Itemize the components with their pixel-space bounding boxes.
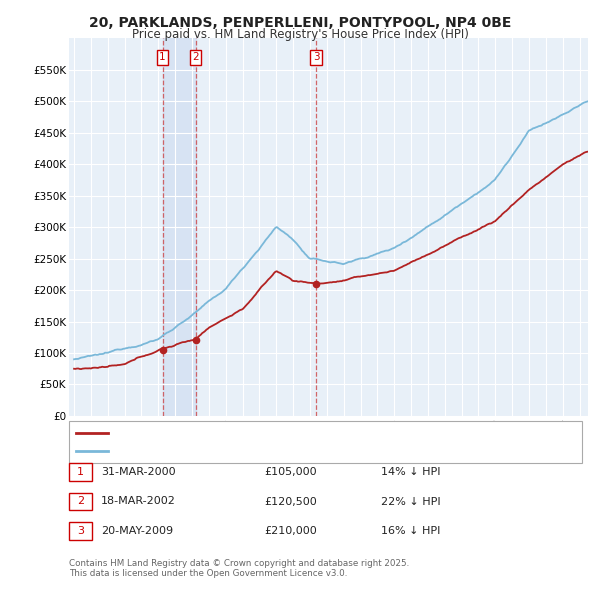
Text: Price paid vs. HM Land Registry's House Price Index (HPI): Price paid vs. HM Land Registry's House … [131, 28, 469, 41]
Text: £120,500: £120,500 [264, 497, 317, 506]
Text: This data is licensed under the Open Government Licence v3.0.: This data is licensed under the Open Gov… [69, 569, 347, 578]
Text: 1: 1 [159, 53, 166, 62]
Bar [163, 38, 196, 416]
Text: 22% ↓ HPI: 22% ↓ HPI [381, 497, 440, 506]
Text: £105,000: £105,000 [264, 467, 317, 477]
Text: 1: 1 [77, 467, 84, 477]
Text: 3: 3 [313, 53, 320, 62]
Text: 20, PARKLANDS, PENPERLLENI, PONTYPOOL, NP4 0BE: 20, PARKLANDS, PENPERLLENI, PONTYPOOL, N… [89, 16, 511, 30]
Text: HPI: Average price, detached house, Monmouthshire: HPI: Average price, detached house, Monm… [114, 446, 376, 456]
Text: 3: 3 [77, 526, 84, 536]
Text: Contains HM Land Registry data © Crown copyright and database right 2025.: Contains HM Land Registry data © Crown c… [69, 559, 409, 568]
Text: 14% ↓ HPI: 14% ↓ HPI [381, 467, 440, 477]
Text: 2: 2 [77, 497, 84, 506]
Text: 16% ↓ HPI: 16% ↓ HPI [381, 526, 440, 536]
Text: 31-MAR-2000: 31-MAR-2000 [101, 467, 175, 477]
Text: £210,000: £210,000 [264, 526, 317, 536]
Text: 2: 2 [192, 53, 199, 62]
Text: 20, PARKLANDS, PENPERLLENI, PONTYPOOL, NP4 0BE (detached house): 20, PARKLANDS, PENPERLLENI, PONTYPOOL, N… [114, 428, 472, 438]
Text: 20-MAY-2009: 20-MAY-2009 [101, 526, 173, 536]
Text: 18-MAR-2002: 18-MAR-2002 [101, 497, 176, 506]
